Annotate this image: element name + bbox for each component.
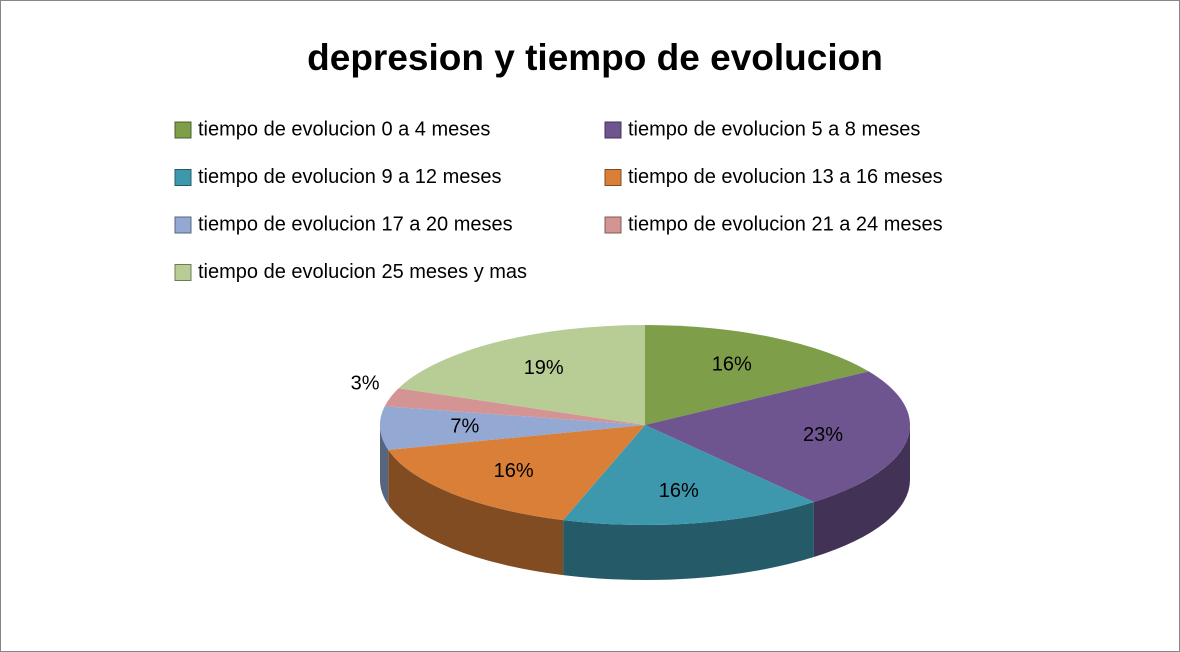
legend-swatch: [174, 121, 192, 139]
slice-side: [563, 502, 814, 580]
legend-swatch: [604, 121, 622, 139]
legend-label: tiempo de evolucion 0 a 4 meses: [198, 118, 490, 140]
slice: [380, 406, 645, 450]
slice: [384, 388, 645, 425]
legend-label: tiempo de evolucion 9 a 12 meses: [198, 166, 502, 188]
value-label: 16%: [712, 354, 752, 376]
chart-title: depresion y tiempo de evolucion: [307, 37, 883, 78]
value-label: 3%: [351, 373, 380, 395]
legend-label: tiempo de evolucion 25 meses y mas: [198, 261, 527, 283]
value-label: 7%: [450, 415, 479, 437]
value-label: 16%: [659, 480, 699, 502]
value-label: 23%: [803, 424, 843, 446]
slice: [645, 371, 911, 503]
legend-label: tiempo de evolucion 17 a 20 meses: [198, 213, 513, 235]
legend-label: tiempo de evolucion 5 a 8 meses: [628, 118, 920, 140]
slice: [563, 425, 814, 525]
slice-side: [388, 449, 564, 576]
slice-side: [813, 425, 910, 558]
slice: [398, 325, 645, 425]
legend-swatch: [604, 216, 622, 234]
slice: [388, 425, 645, 521]
legend-swatch: [604, 169, 622, 186]
legend-swatch: [174, 264, 192, 281]
legend-label: tiempo de evolucion 21 a 24 meses: [628, 213, 943, 235]
slice-side: [380, 425, 389, 505]
slice: [645, 325, 869, 425]
legend-swatch: [174, 216, 192, 234]
value-label: 16%: [494, 460, 534, 482]
legend-label: tiempo de evolucion 13 a 16 meses: [628, 166, 943, 188]
legend-swatch: [174, 169, 192, 186]
value-label: 19%: [524, 357, 564, 379]
